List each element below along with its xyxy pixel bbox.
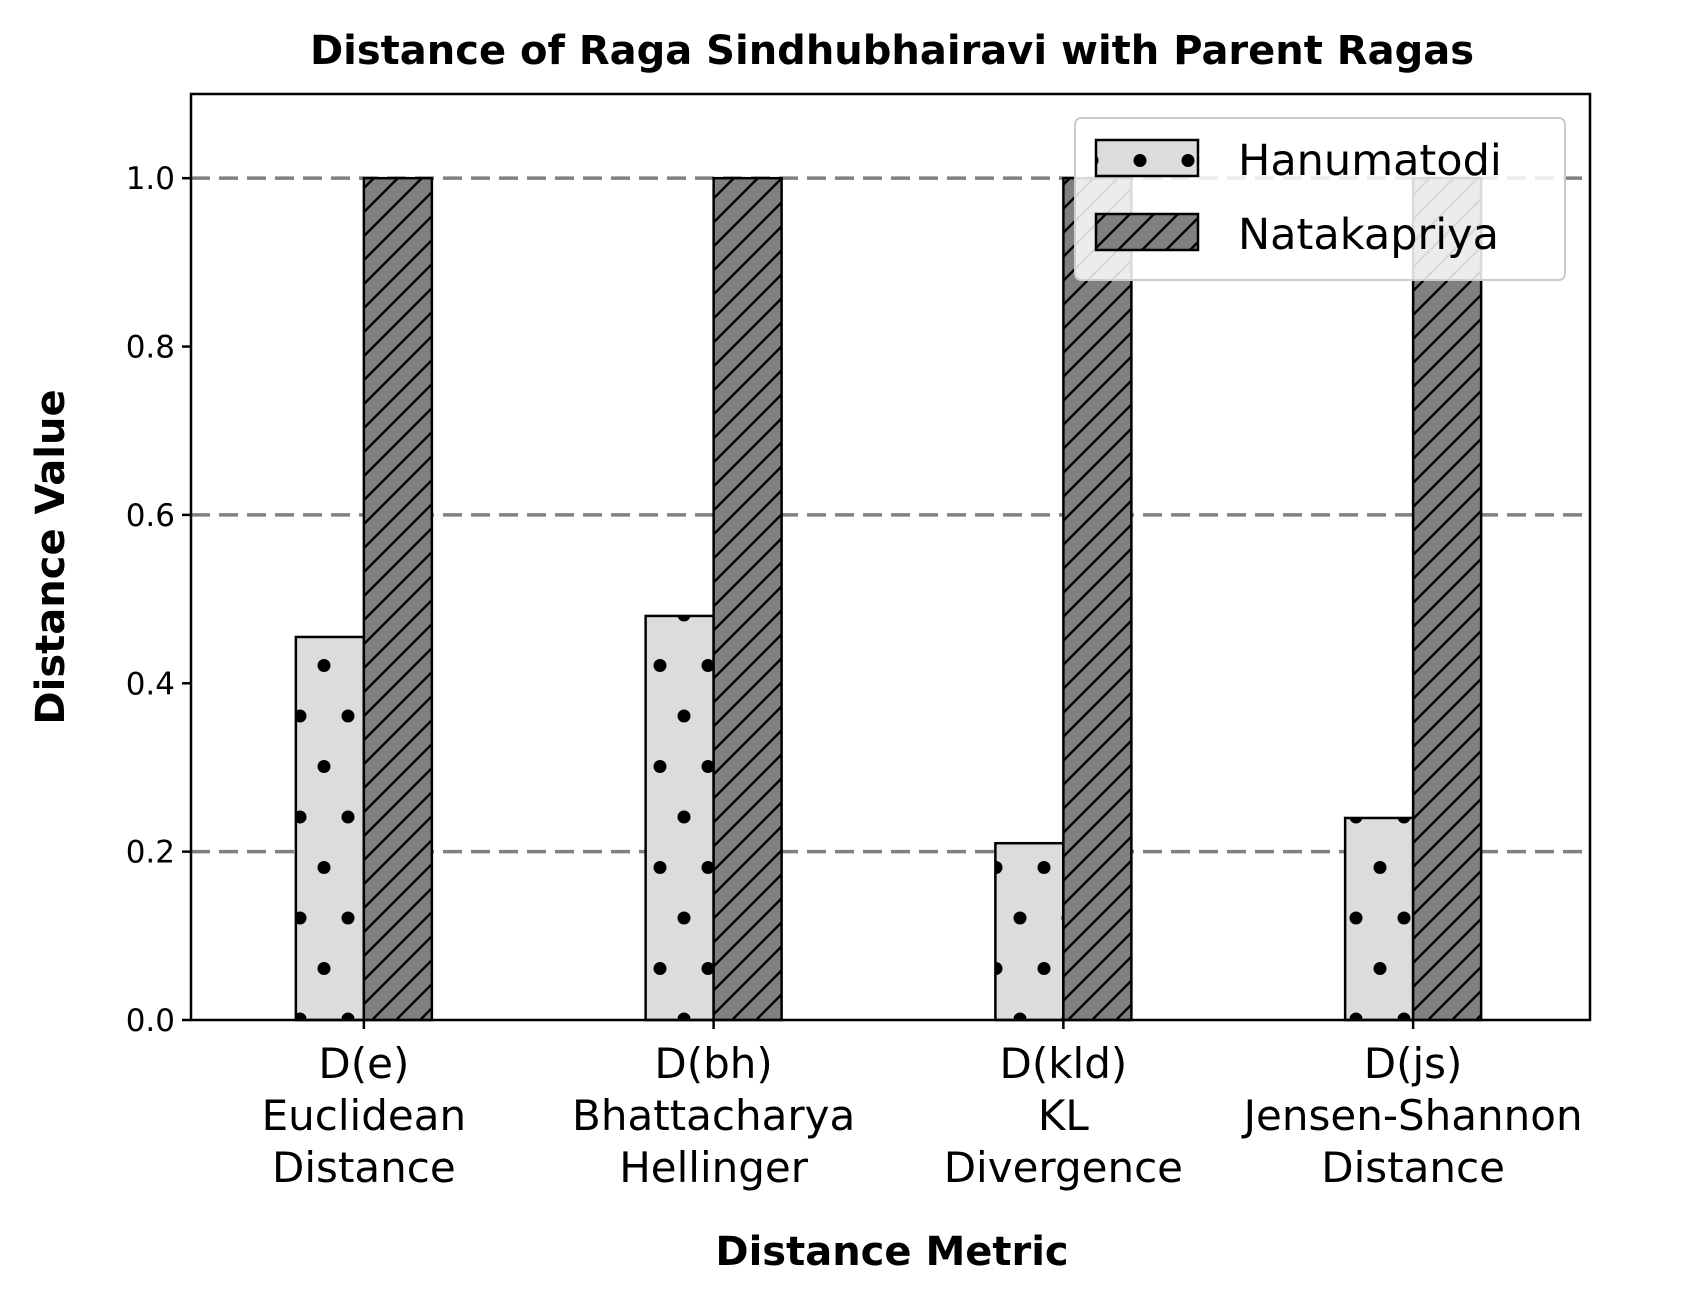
y-tick-label: 1.0 — [126, 161, 175, 197]
x-tick-label-line: D(kld) — [999, 1039, 1127, 1088]
legend-label-natakapriya: Natakapriya — [1238, 210, 1499, 260]
x-tick-label-line: D(e) — [318, 1039, 409, 1088]
x-tick-label-line: Jensen-Shannon — [1241, 1091, 1583, 1140]
x-tick-label-line: Euclidean — [262, 1091, 466, 1140]
legend-swatch-hanumatodi — [1094, 138, 1200, 178]
bar-natakapriya — [1062, 176, 1133, 1022]
x-tick-label: D(js) Jensen-Shannon Distance — [1241, 1039, 1583, 1192]
bar-hanumatodi — [1343, 816, 1415, 1022]
y-axis: 0.0 0.2 0.4 0.6 0.8 1.0 — [126, 161, 191, 1039]
y-tick-label: 0.6 — [126, 498, 175, 534]
bar-hanumatodi — [644, 614, 715, 1022]
legend-label-hanumatodi: Hanumatodi — [1238, 136, 1502, 186]
y-tick-label: 0.8 — [126, 330, 175, 366]
x-tick-label-line: KL — [1038, 1091, 1090, 1140]
y-axis-label: Distance Value — [28, 389, 74, 724]
bar-hanumatodi — [994, 841, 1065, 1022]
x-tick-label-line: Hellinger — [619, 1143, 809, 1192]
chart-title: Distance of Raga Sindhubhairavi with Par… — [310, 28, 1474, 74]
bar-natakapriya — [1411, 176, 1483, 1022]
legend-swatch-natakapriya — [1094, 212, 1200, 252]
y-tick-label: 0.0 — [126, 1003, 175, 1039]
x-tick-label-line: Divergence — [944, 1143, 1183, 1192]
bars — [294, 176, 1483, 1022]
x-tick-label-line: Bhattacharya — [572, 1091, 855, 1140]
bar-natakapriya — [362, 176, 434, 1022]
y-tick-label: 0.2 — [126, 835, 175, 871]
x-tick-label-line: Distance — [272, 1143, 456, 1192]
y-tick-label: 0.4 — [126, 666, 175, 702]
x-tick-label-line: D(bh) — [654, 1039, 772, 1088]
bar-hanumatodi — [294, 635, 366, 1022]
x-tick-label: D(e) Euclidean Distance — [262, 1039, 466, 1192]
x-tick-label: D(bh) Bhattacharya Hellinger — [572, 1039, 855, 1192]
legend: Hanumatodi Natakapriya — [1074, 117, 1566, 281]
x-tick-label-line: Distance — [1321, 1143, 1505, 1192]
bar-natakapriya — [712, 176, 783, 1022]
x-tick-label: D(kld) KL Divergence — [944, 1039, 1183, 1192]
plot-frame — [189, 92, 1592, 1022]
x-tick-label-line: D(js) — [1364, 1039, 1463, 1088]
x-axis-label: Distance Metric — [715, 1229, 1068, 1275]
